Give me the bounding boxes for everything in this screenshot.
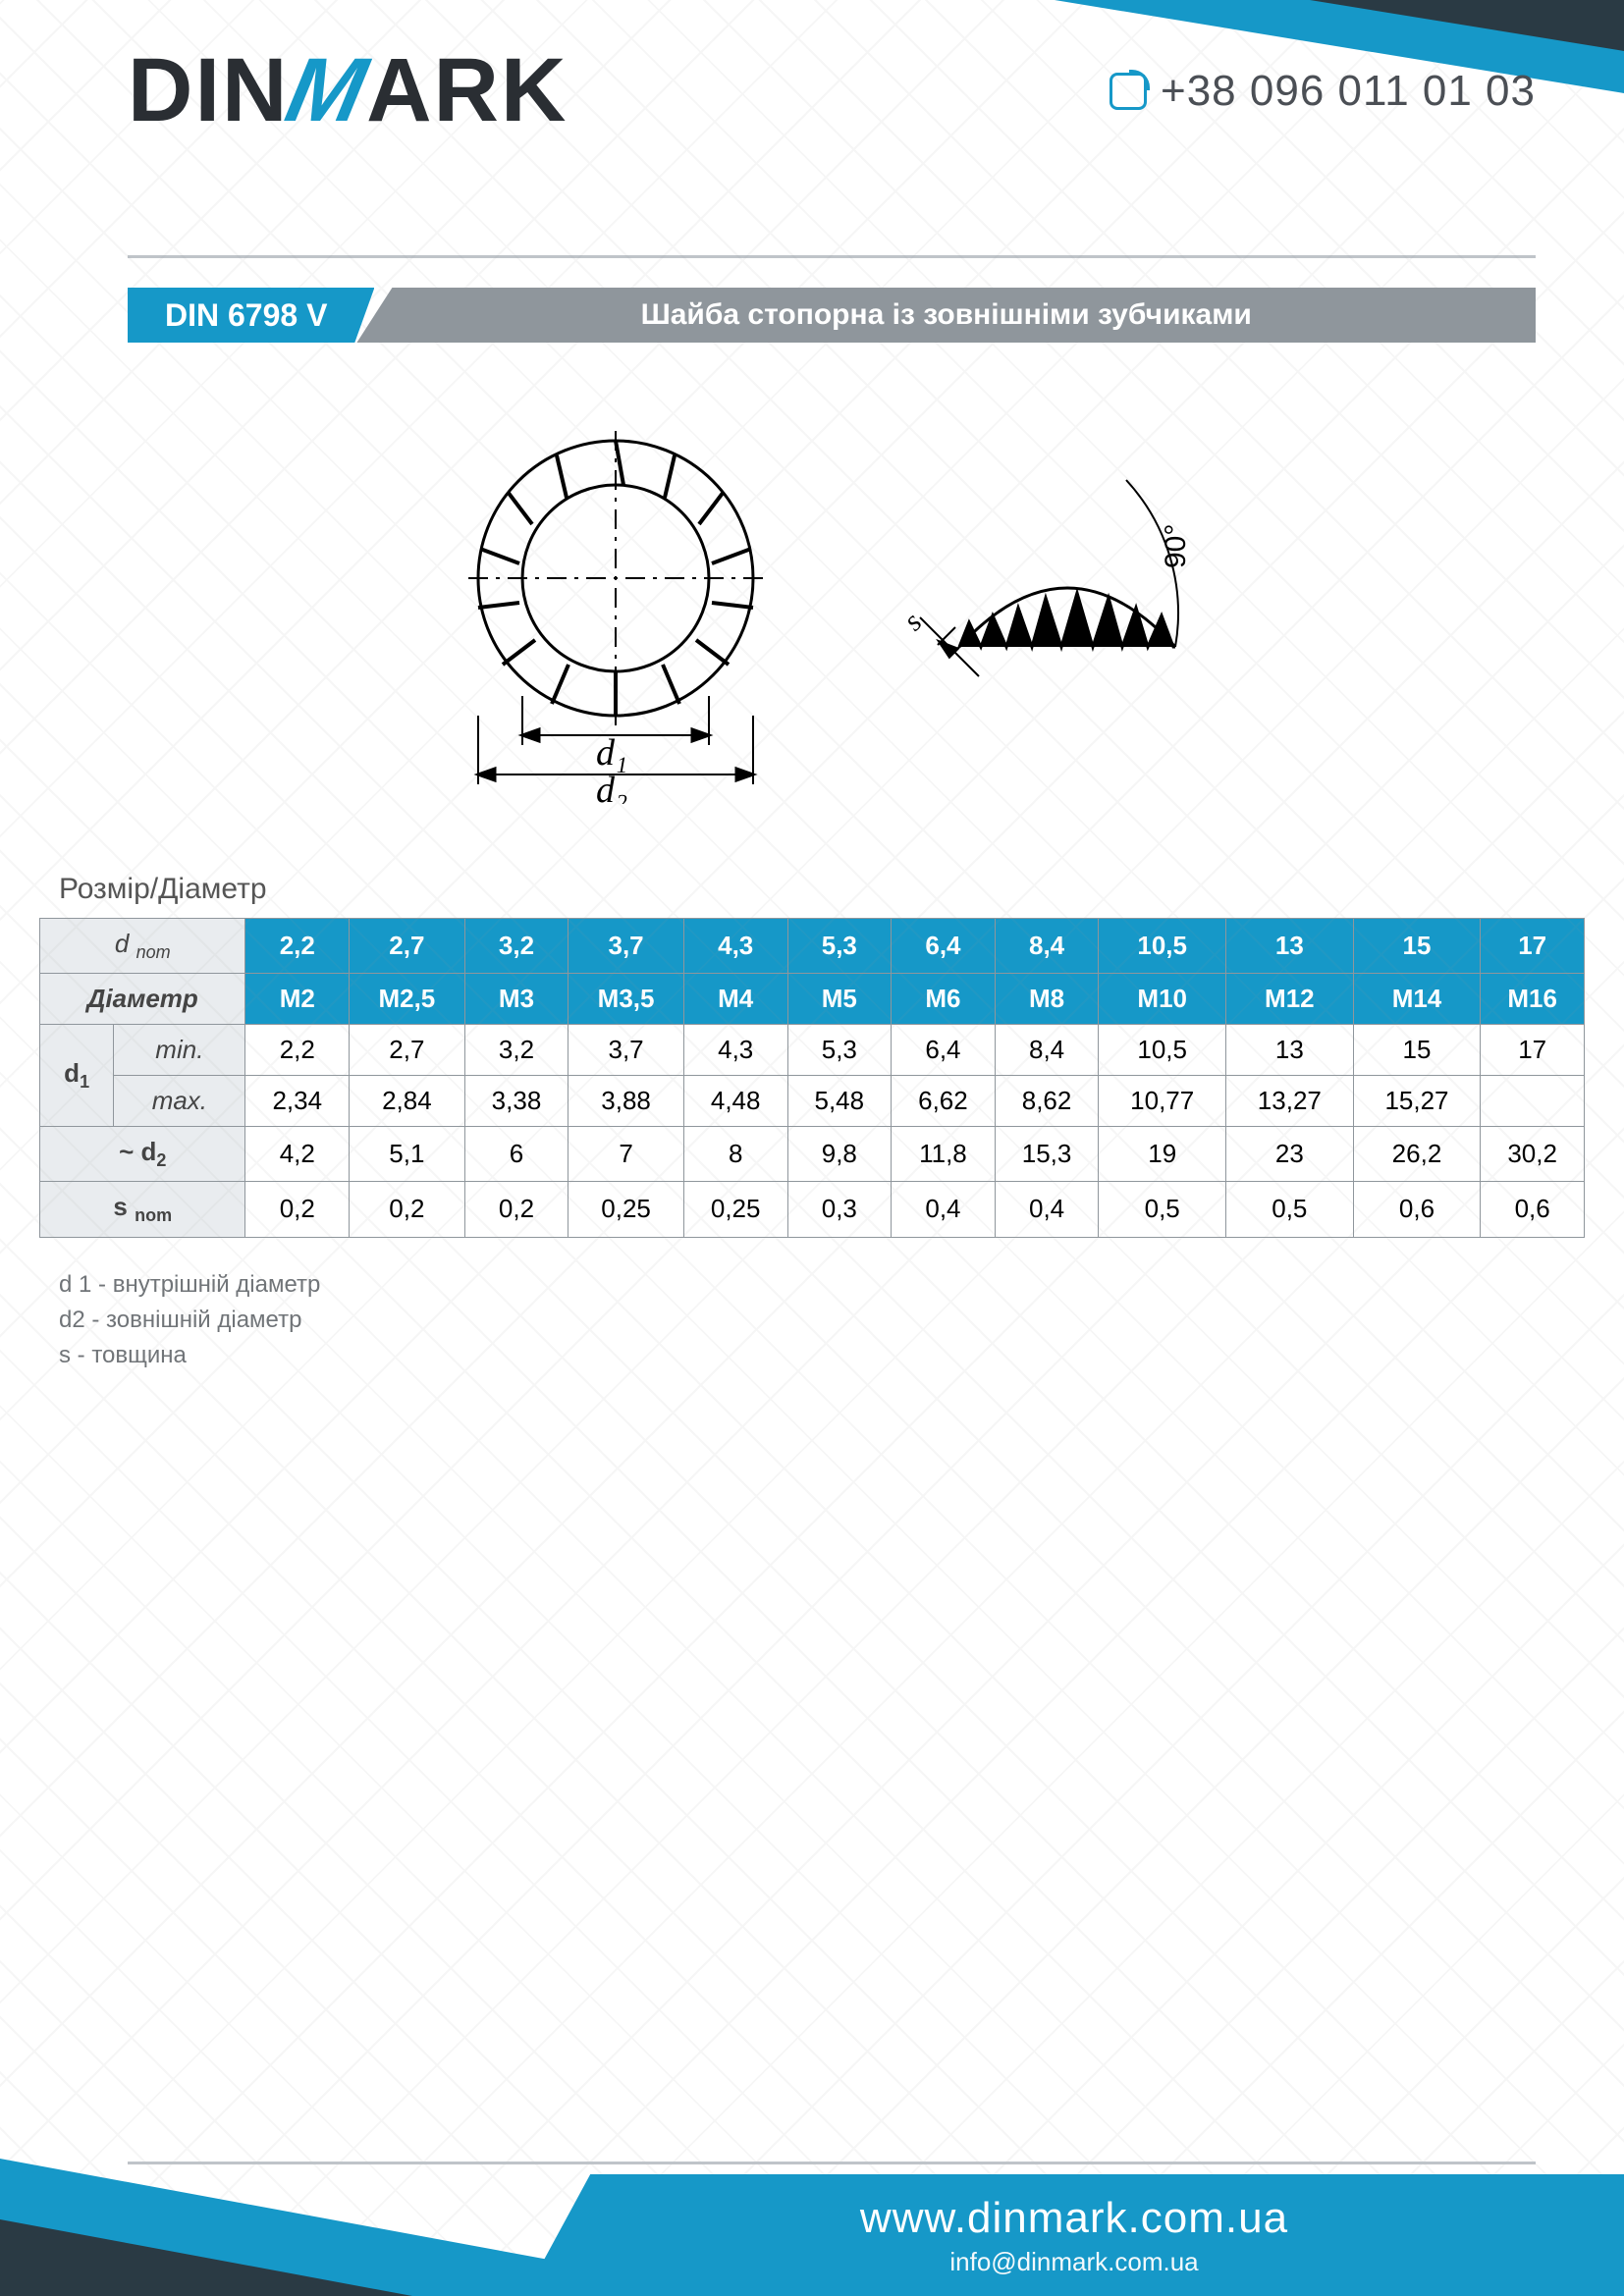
legend-line: d2 - зовнішній діаметр bbox=[59, 1303, 1624, 1338]
logo-pre: DIN bbox=[128, 40, 289, 140]
legend: d 1 - внутрішній діаметр d2 - зовнішній … bbox=[59, 1267, 1624, 1373]
row-d1-max: max. 2,342,843,383,884,485,486,628,6210,… bbox=[40, 1076, 1585, 1127]
legend-line: d 1 - внутрішній діаметр bbox=[59, 1267, 1624, 1303]
row-d2: ~ d2 4,25,16789,811,815,3192326,230,2 bbox=[40, 1127, 1585, 1182]
phone-block: +38 096 011 01 03 bbox=[1110, 67, 1536, 116]
legend-line: s - товщина bbox=[59, 1338, 1624, 1373]
footer: www.dinmark.com.ua info@dinmark.com.ua bbox=[0, 2109, 1624, 2296]
footer-url: www.dinmark.com.ua bbox=[860, 2194, 1288, 2243]
d1-label: d₁ bbox=[596, 732, 627, 774]
page: DINMARK +38 096 011 01 03 DIN 6798 V Шай… bbox=[0, 0, 1624, 2296]
footer-email: info@dinmark.com.ua bbox=[949, 2247, 1198, 2277]
footer-band: www.dinmark.com.ua info@dinmark.com.ua bbox=[524, 2174, 1624, 2296]
logo: DINMARK bbox=[128, 39, 568, 142]
standard-description: Шайба стопорна із зовнішніми зубчиками bbox=[356, 288, 1536, 343]
footer-triangle-dark bbox=[0, 2219, 412, 2296]
title-bar: DIN 6798 V Шайба стопорна із зовнішніми … bbox=[128, 288, 1536, 343]
d2-label: d₂ bbox=[596, 770, 627, 804]
divider-top bbox=[128, 255, 1536, 258]
header: DINMARK +38 096 011 01 03 bbox=[0, 0, 1624, 255]
row-d-nom: d nom 2,22,73,23,74,35,36,48,410,5131517 bbox=[40, 919, 1585, 974]
section-label: Розмір/Діаметр bbox=[59, 873, 1624, 906]
phone-number: +38 096 011 01 03 bbox=[1161, 67, 1536, 116]
spec-table: d nom 2,22,73,23,74,35,36,48,410,5131517… bbox=[39, 918, 1585, 1238]
row-diameter: Діаметр M2M2,5M3M3,5M4M5M6M8M10M12M14M16 bbox=[40, 974, 1585, 1025]
row-d1-min: d1 min. 2,22,73,23,74,35,36,48,410,51315… bbox=[40, 1025, 1585, 1076]
angle-label: 90° bbox=[1160, 524, 1192, 568]
logo-mid: M bbox=[278, 39, 377, 142]
phone-icon bbox=[1110, 73, 1147, 110]
logo-post: ARK bbox=[366, 40, 568, 140]
standard-code: DIN 6798 V bbox=[128, 288, 374, 343]
row-s-nom: s nom 0,20,20,20,250,250,30,40,40,50,50,… bbox=[40, 1182, 1585, 1237]
technical-diagram: d₁ d₂ s 90° bbox=[370, 411, 1254, 804]
